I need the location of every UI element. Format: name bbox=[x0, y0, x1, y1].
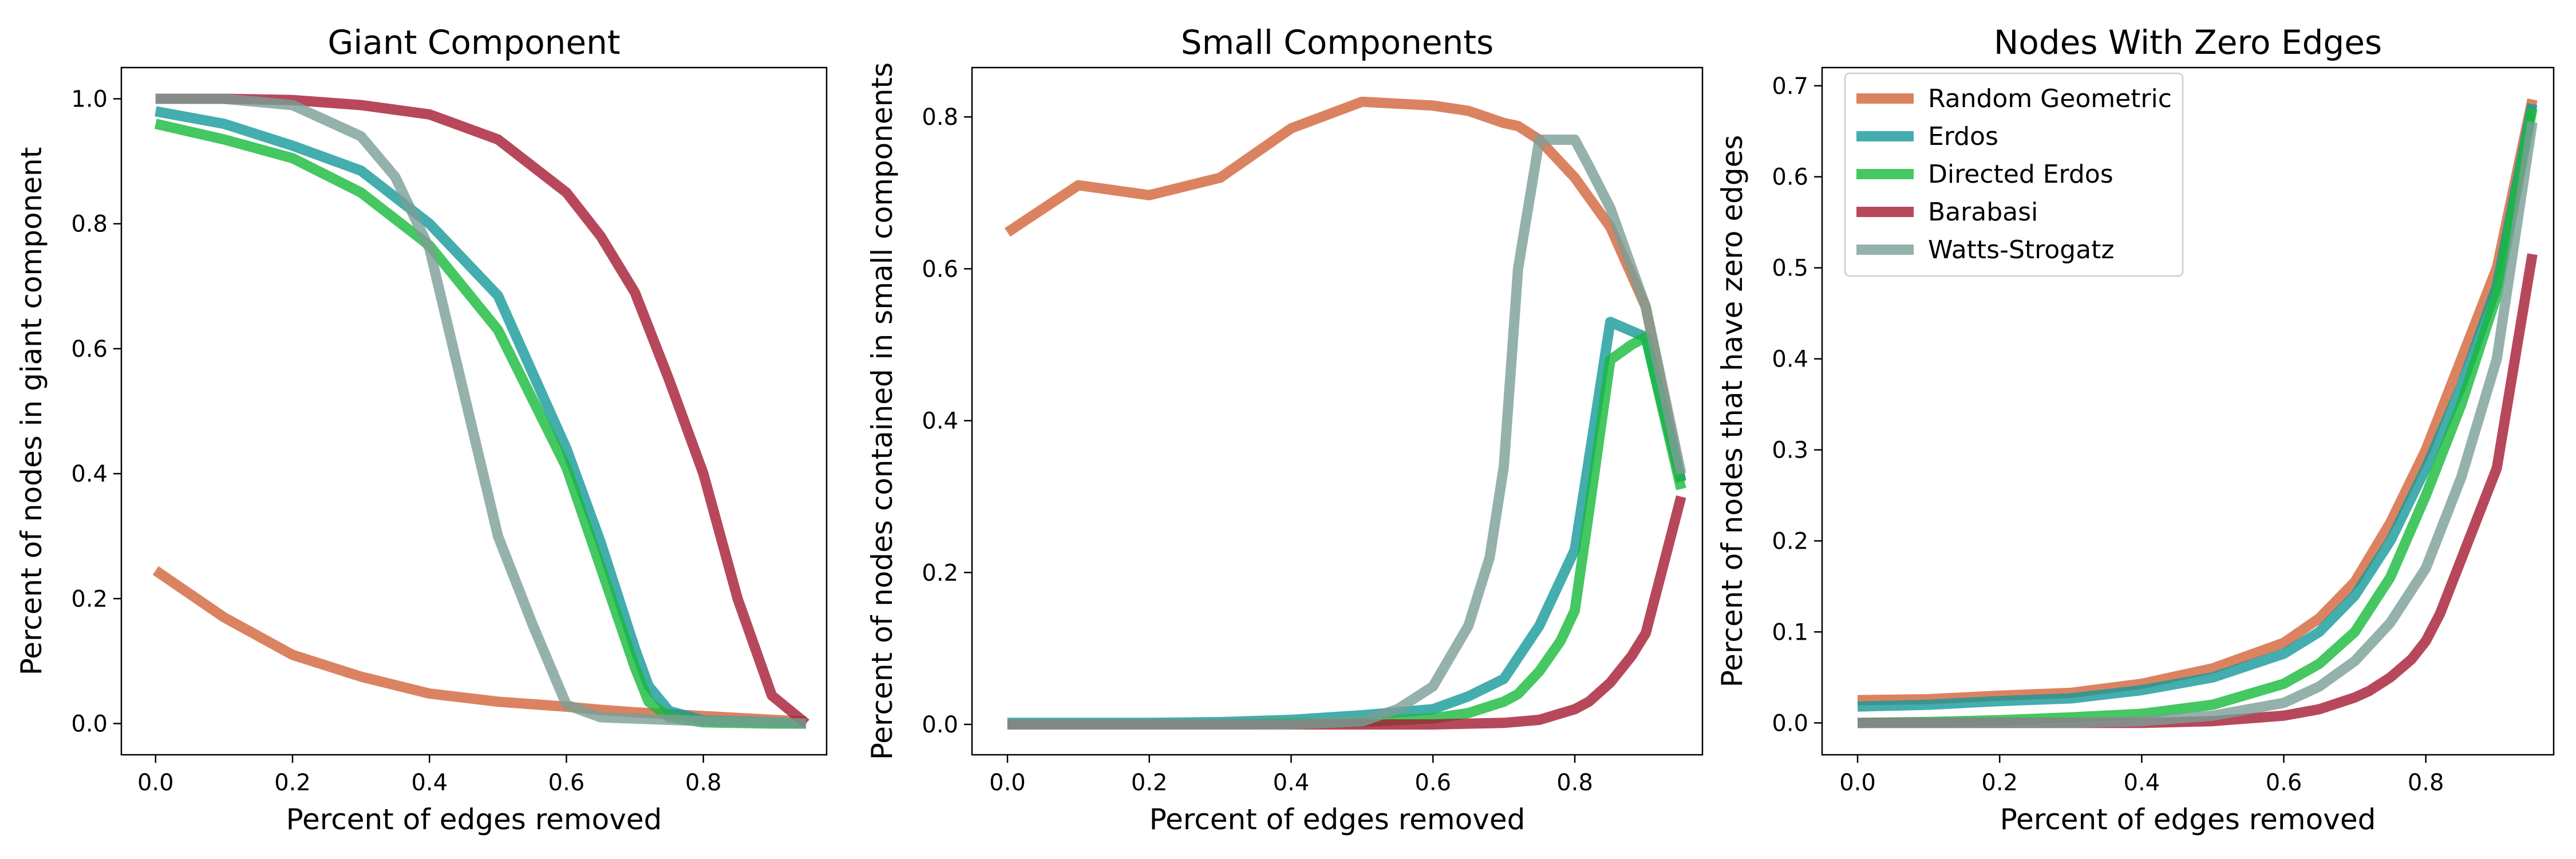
series-line-watts-strogatz bbox=[155, 93, 807, 729]
x-tick-label: 0.8 bbox=[2408, 770, 2444, 796]
legend: Random Geometric Erdos Directed Erdos Barab… bbox=[1844, 72, 2184, 277]
y-tick-label: 0.1 bbox=[1772, 619, 1808, 645]
axes-frame bbox=[120, 66, 828, 756]
x-tick-label: 0.6 bbox=[1415, 770, 1451, 796]
y-axis-label: Percent of nodes in giant component bbox=[15, 147, 48, 676]
x-tick-label: 0.4 bbox=[1273, 770, 1310, 796]
series-line-random-geometric bbox=[1004, 96, 1686, 483]
panel-title: Giant Component bbox=[327, 23, 620, 62]
y-axis-label: Percent of nodes contained in small comp… bbox=[866, 62, 899, 760]
y-tick-label: 0.0 bbox=[71, 711, 108, 737]
x-tick-label: 0.0 bbox=[989, 770, 1026, 796]
y-tick-label: 0.6 bbox=[922, 256, 958, 282]
y-tick-label: 0.0 bbox=[1772, 710, 1808, 736]
panel-nodes-with-zero-edges: Nodes With Zero Edges Percent of edges r… bbox=[1716, 23, 2555, 836]
panel-title: Small Components bbox=[1181, 23, 1494, 62]
x-tick-label: 0.8 bbox=[1556, 770, 1593, 796]
y-tick-label: 0.4 bbox=[922, 408, 958, 435]
series-line-barabasi bbox=[155, 93, 809, 728]
x-tick-label: 0.0 bbox=[137, 770, 174, 796]
legend-label-directed-erdos: Directed Erdos bbox=[1928, 160, 2113, 189]
x-tick-label: 0.2 bbox=[274, 770, 311, 796]
y-tick-label: 0.8 bbox=[71, 211, 108, 238]
x-axis-label: Percent of edges removed bbox=[286, 803, 662, 836]
legend-box bbox=[1844, 72, 2184, 277]
legend-label-barabasi: Barabasi bbox=[1928, 198, 2038, 227]
y-tick-label: 0.0 bbox=[922, 712, 958, 738]
y-tick-label: 0.6 bbox=[71, 336, 108, 362]
y-tick-label: 0.8 bbox=[922, 104, 958, 131]
y-tick-label: 0.7 bbox=[1772, 73, 1808, 100]
y-axis-label: Percent of nodes that have zero edges bbox=[1716, 135, 1749, 688]
x-tick-label: 0.0 bbox=[1839, 770, 1876, 796]
x-tick-label: 0.2 bbox=[1981, 770, 2018, 796]
y-tick-label: 0.5 bbox=[1772, 255, 1808, 282]
x-tick-label: 0.2 bbox=[1131, 770, 1168, 796]
x-tick-label: 0.4 bbox=[2124, 770, 2160, 796]
axes-frame bbox=[1821, 66, 2555, 756]
x-tick-label: 0.8 bbox=[685, 770, 722, 796]
series-line-random-geometric bbox=[152, 566, 807, 727]
series-line-erdos bbox=[1007, 317, 1686, 728]
y-tick-label: 0.2 bbox=[1772, 528, 1808, 554]
panel-giant-component: Giant Component Percent of edges removed… bbox=[15, 23, 828, 836]
legend-label-watts-strogatz: Watts-Strogatz bbox=[1928, 235, 2114, 265]
x-tick-label: 0.4 bbox=[411, 770, 448, 796]
y-tick-label: 1.0 bbox=[71, 86, 108, 113]
x-axis-label: Percent of edges removed bbox=[2000, 803, 2376, 836]
y-tick-label: 0.4 bbox=[1772, 346, 1808, 373]
x-tick-label: 0.6 bbox=[2266, 770, 2302, 796]
series-line-watts-strogatz bbox=[1007, 135, 1686, 730]
y-tick-label: 0.2 bbox=[922, 560, 958, 586]
series-line-watts-strogatz bbox=[1858, 121, 2538, 728]
x-tick-label: 0.6 bbox=[548, 770, 585, 796]
series-line-erdos bbox=[1857, 103, 2538, 712]
panel-title: Nodes With Zero Edges bbox=[1994, 23, 2382, 62]
panel-small-components: Small Components Percent of edges remove… bbox=[866, 23, 1704, 836]
series-lines bbox=[152, 93, 809, 729]
legend-label-random-geometric: Random Geometric bbox=[1928, 84, 2172, 113]
x-axis-label: Percent of edges removed bbox=[1149, 803, 1526, 836]
y-tick-label: 0.4 bbox=[71, 461, 108, 487]
y-tick-label: 0.3 bbox=[1772, 438, 1808, 464]
series-lines bbox=[1004, 96, 1686, 730]
legend-label-erdos: Erdos bbox=[1928, 122, 1998, 151]
axes-frame bbox=[971, 66, 1704, 756]
y-tick-label: 0.6 bbox=[1772, 164, 1808, 191]
y-tick-label: 0.2 bbox=[71, 586, 108, 612]
series-line-random-geometric bbox=[1857, 98, 2538, 706]
series-lines bbox=[1857, 98, 2538, 728]
